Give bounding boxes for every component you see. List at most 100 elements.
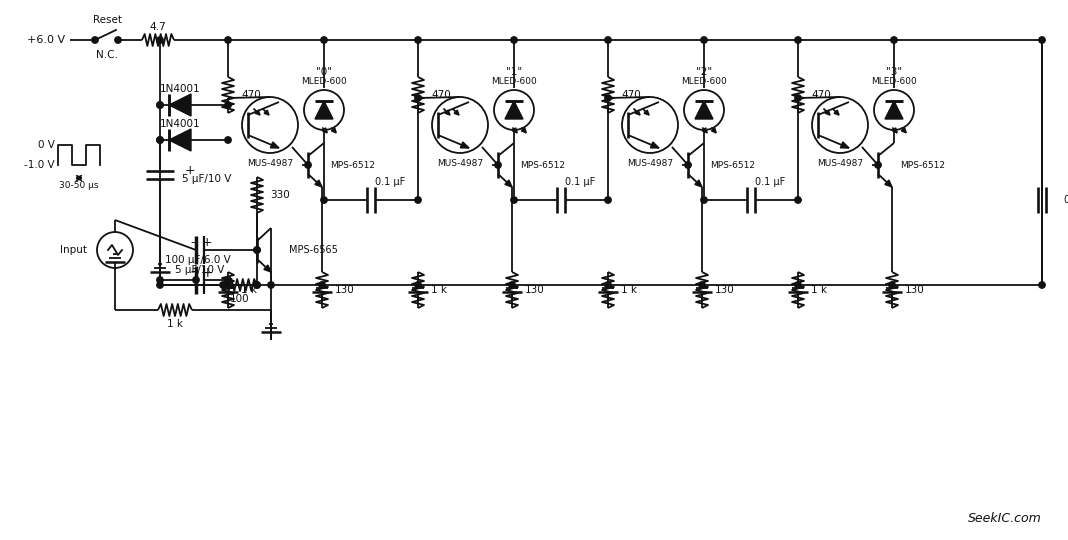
Text: -1.0 V: -1.0 V bbox=[25, 160, 54, 170]
Circle shape bbox=[193, 277, 200, 283]
Circle shape bbox=[157, 102, 163, 108]
Polygon shape bbox=[505, 180, 512, 187]
Text: MPS-6565: MPS-6565 bbox=[289, 245, 337, 255]
Text: 130: 130 bbox=[525, 285, 545, 295]
Circle shape bbox=[795, 197, 801, 203]
Circle shape bbox=[254, 282, 261, 288]
Text: 100: 100 bbox=[231, 294, 250, 304]
Text: MLED-600: MLED-600 bbox=[491, 78, 537, 86]
Circle shape bbox=[157, 137, 163, 143]
Circle shape bbox=[320, 37, 327, 43]
Text: MUS-4987: MUS-4987 bbox=[627, 159, 673, 167]
Text: 330: 330 bbox=[270, 190, 289, 200]
Polygon shape bbox=[650, 142, 659, 148]
Text: -: - bbox=[190, 266, 195, 280]
Circle shape bbox=[875, 162, 881, 168]
Text: 1 k: 1 k bbox=[431, 285, 447, 295]
Circle shape bbox=[685, 162, 691, 168]
Text: 0.1 μF: 0.1 μF bbox=[1064, 195, 1068, 205]
Text: MLED-600: MLED-600 bbox=[681, 78, 727, 86]
Text: Reset: Reset bbox=[93, 15, 122, 25]
Circle shape bbox=[224, 282, 231, 288]
Text: 130: 130 bbox=[905, 285, 925, 295]
Circle shape bbox=[604, 95, 611, 101]
Polygon shape bbox=[841, 142, 849, 148]
Circle shape bbox=[157, 277, 163, 283]
Text: 0 V: 0 V bbox=[38, 140, 54, 150]
Circle shape bbox=[494, 162, 501, 168]
Circle shape bbox=[795, 37, 801, 43]
Circle shape bbox=[114, 37, 121, 43]
Circle shape bbox=[157, 282, 163, 288]
Text: 1 k: 1 k bbox=[167, 319, 183, 329]
Circle shape bbox=[268, 282, 274, 288]
Text: 470: 470 bbox=[621, 90, 641, 100]
Text: 1 k: 1 k bbox=[811, 285, 827, 295]
Text: 0.1 μF: 0.1 μF bbox=[755, 177, 785, 187]
Circle shape bbox=[891, 37, 897, 43]
Circle shape bbox=[319, 282, 325, 288]
Circle shape bbox=[701, 197, 707, 203]
Circle shape bbox=[414, 37, 421, 43]
Text: +6.0 V: +6.0 V bbox=[27, 35, 65, 45]
Circle shape bbox=[224, 137, 231, 143]
Circle shape bbox=[157, 37, 163, 43]
Circle shape bbox=[889, 282, 895, 288]
Polygon shape bbox=[505, 101, 523, 119]
Text: 1N4001: 1N4001 bbox=[160, 119, 201, 129]
Circle shape bbox=[224, 37, 231, 43]
Circle shape bbox=[157, 137, 163, 143]
Text: 130: 130 bbox=[714, 285, 735, 295]
Text: 5 μF/10 V: 5 μF/10 V bbox=[175, 265, 224, 275]
Circle shape bbox=[254, 282, 261, 288]
Polygon shape bbox=[315, 101, 333, 119]
Text: +: + bbox=[185, 164, 195, 177]
Polygon shape bbox=[695, 180, 702, 187]
Circle shape bbox=[220, 282, 226, 288]
Circle shape bbox=[254, 247, 261, 253]
Circle shape bbox=[795, 95, 801, 101]
Text: SeekIC.com: SeekIC.com bbox=[969, 511, 1042, 524]
Text: 470: 470 bbox=[811, 90, 831, 100]
Polygon shape bbox=[885, 101, 904, 119]
Text: 100 μF/6.0 V: 100 μF/6.0 V bbox=[166, 255, 231, 265]
Text: 5 μF/10 V: 5 μF/10 V bbox=[182, 174, 232, 184]
Text: "1": "1" bbox=[506, 67, 522, 77]
Text: 30-50 μs: 30-50 μs bbox=[59, 181, 98, 191]
Circle shape bbox=[701, 37, 707, 43]
Text: MLED-600: MLED-600 bbox=[301, 78, 347, 86]
Circle shape bbox=[320, 197, 327, 203]
Text: MUS-4987: MUS-4987 bbox=[817, 159, 863, 167]
Circle shape bbox=[414, 95, 421, 101]
Text: +: + bbox=[201, 266, 213, 280]
Circle shape bbox=[92, 37, 98, 43]
Polygon shape bbox=[695, 101, 713, 119]
Circle shape bbox=[511, 197, 517, 203]
Text: 1N4001: 1N4001 bbox=[160, 84, 201, 94]
Text: MPS-6512: MPS-6512 bbox=[900, 160, 945, 170]
Text: Input: Input bbox=[60, 245, 87, 255]
Text: MUS-4987: MUS-4987 bbox=[437, 159, 483, 167]
Text: MPS-6512: MPS-6512 bbox=[520, 160, 565, 170]
Text: 0.1 μF: 0.1 μF bbox=[565, 177, 595, 187]
Circle shape bbox=[224, 102, 231, 108]
Text: "0": "0" bbox=[316, 67, 332, 77]
Circle shape bbox=[698, 282, 705, 288]
Text: 470: 470 bbox=[431, 90, 451, 100]
Text: 130: 130 bbox=[335, 285, 355, 295]
Text: 470: 470 bbox=[241, 90, 261, 100]
Circle shape bbox=[511, 37, 517, 43]
Text: 1 k: 1 k bbox=[621, 285, 637, 295]
Text: +: + bbox=[202, 237, 213, 249]
Circle shape bbox=[795, 282, 801, 288]
Circle shape bbox=[224, 277, 231, 283]
Circle shape bbox=[604, 37, 611, 43]
Circle shape bbox=[1039, 282, 1046, 288]
Text: 4.7: 4.7 bbox=[150, 22, 167, 32]
Text: "3": "3" bbox=[886, 67, 902, 77]
Polygon shape bbox=[264, 265, 271, 272]
Text: N.C.: N.C. bbox=[96, 50, 117, 60]
Text: MPS-6512: MPS-6512 bbox=[330, 160, 375, 170]
Circle shape bbox=[414, 197, 421, 203]
Circle shape bbox=[254, 247, 261, 253]
